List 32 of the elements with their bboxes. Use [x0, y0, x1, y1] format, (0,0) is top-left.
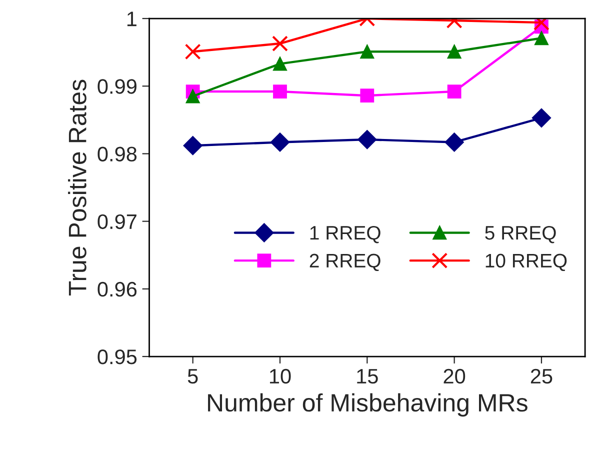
y-tick-label: 1 [127, 12, 136, 26]
point [447, 84, 462, 98]
point [360, 88, 374, 103]
point [444, 132, 464, 152]
point [186, 89, 200, 104]
x-tick-label: 25 [530, 368, 552, 384]
x-tick-label: 15 [357, 369, 378, 384]
point [272, 36, 288, 52]
point [270, 132, 290, 152]
y-axis-title: True Positive Rates [68, 80, 86, 296]
y-tick-label: 0.97 [98, 214, 136, 230]
point [360, 44, 374, 59]
y-tick-label: 0.98 [98, 146, 137, 162]
point [273, 56, 287, 71]
legend-label: 1 RREQ [310, 226, 380, 244]
point [532, 108, 552, 128]
legend-label: 10 RREQ [486, 254, 567, 272]
y-tick-label: 0.95 [98, 350, 137, 364]
point [273, 84, 287, 98]
legend-label: 2 RREQ [310, 254, 380, 272]
y-tick-label: 0.99 [98, 79, 136, 94]
x-axis-title: Number of Misbehaving MRs [208, 393, 528, 417]
point [534, 31, 548, 46]
point [358, 130, 377, 150]
y-tick-label: 0.96 [98, 282, 137, 297]
point [184, 44, 201, 60]
x-tick-label: 10 [270, 368, 291, 384]
x-tick-label: 5 [188, 369, 198, 384]
x-tick-label: 20 [444, 368, 466, 384]
point [447, 44, 462, 59]
legend-label: 5 RREQ [485, 226, 556, 244]
point [183, 136, 202, 156]
